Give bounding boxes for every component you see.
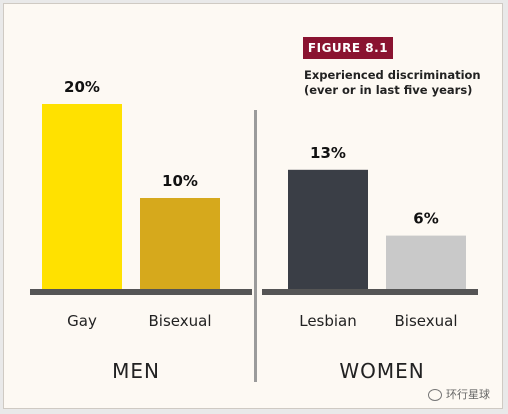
axis-baseline-men	[30, 289, 252, 295]
figure-badge: FIGURE 8.1	[303, 37, 393, 59]
subtitle-line-1: Experienced discrimination	[304, 68, 481, 82]
value-label-women-lesbian: 13%	[310, 144, 346, 162]
bar-men-gay	[42, 104, 122, 292]
value-label-men-bisexual: 10%	[162, 172, 198, 190]
category-label-men-bisexual: Bisexual	[149, 312, 212, 330]
axis-baseline-women	[262, 289, 478, 295]
subtitle-line-2: (ever or in last five years)	[304, 83, 473, 97]
chat-bubble-icon	[428, 389, 442, 401]
group-label-men: MEN	[112, 359, 160, 383]
chart-subtitle: Experienced discrimination (ever or in l…	[304, 68, 494, 98]
watermark: 环行星球	[428, 386, 490, 402]
category-label-men-gay: Gay	[67, 312, 97, 330]
category-label-women-lesbian: Lesbian	[299, 312, 357, 330]
value-label-men-gay: 20%	[64, 78, 100, 96]
bar-men-bisexual	[140, 198, 220, 292]
group-divider	[254, 110, 257, 382]
bar-women-lesbian	[288, 169, 368, 292]
group-label-women: WOMEN	[339, 359, 424, 383]
watermark-text: 环行星球	[446, 388, 490, 401]
category-label-women-bisexual: Bisexual	[395, 312, 458, 330]
value-label-women-bisexual: 6%	[413, 210, 438, 228]
bar-women-bisexual	[386, 235, 466, 292]
